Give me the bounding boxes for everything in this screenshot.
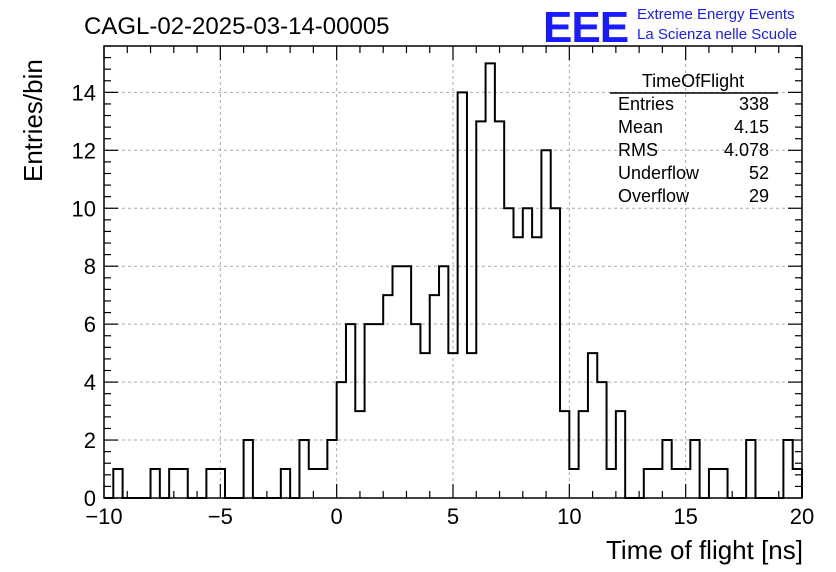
x-tick-label: −10 [85, 504, 122, 529]
y-tick-label: 4 [84, 370, 96, 395]
x-tick-label: 0 [331, 504, 343, 529]
stats-row-value: 52 [749, 163, 769, 183]
axis-ticks [103, 45, 803, 499]
y-tick-label: 2 [84, 428, 96, 453]
tick-labels: −10 −5 0 5 10 15 20 0 2 4 6 8 10 12 14 [72, 80, 815, 529]
stats-row-value: 4.078 [724, 140, 769, 160]
stats-row-label: RMS [618, 140, 658, 160]
stats-title: TimeOfFlight [642, 71, 744, 91]
stats-row-label: Mean [618, 117, 663, 137]
y-tick-label: 14 [72, 80, 96, 105]
y-axis-title: Entries/bin [18, 59, 48, 182]
y-tick-label: 12 [72, 138, 96, 163]
logo-line-2: La Scienza nelle Scuole [637, 26, 797, 43]
eee-logo-mark: EEE [543, 3, 628, 52]
stats-row-value: 338 [739, 94, 769, 114]
stats-rows: Entries 338 Mean 4.15 RMS 4.078 Underflow 52 Ove… [618, 94, 769, 206]
stats-box: TimeOfFlight Entries 338 Mean 4.15 RMS 4.078 U… [610, 71, 778, 206]
x-axis-title: Time of flight [ns] [606, 535, 803, 565]
plot-title: CAGL-02-2025-03-14-00005 [84, 13, 390, 40]
x-tick-label: −5 [208, 504, 233, 529]
stats-row-value: 29 [749, 186, 769, 206]
x-tick-label: 5 [447, 504, 459, 529]
y-tick-label: 10 [72, 196, 96, 221]
grid-lines [104, 46, 802, 498]
logo-line-1: Extreme Energy Events [637, 6, 795, 23]
stats-row-label: Overflow [618, 186, 690, 206]
x-tick-label: 10 [557, 504, 581, 529]
y-tick-label: 0 [84, 486, 96, 511]
stats-row-value: 4.15 [734, 117, 769, 137]
x-tick-label: 20 [790, 504, 814, 529]
x-tick-label: 15 [673, 504, 697, 529]
y-tick-label: 6 [84, 312, 96, 337]
stats-row-label: Underflow [618, 163, 700, 183]
stats-row-label: Entries [618, 94, 674, 114]
y-tick-label: 8 [84, 254, 96, 279]
